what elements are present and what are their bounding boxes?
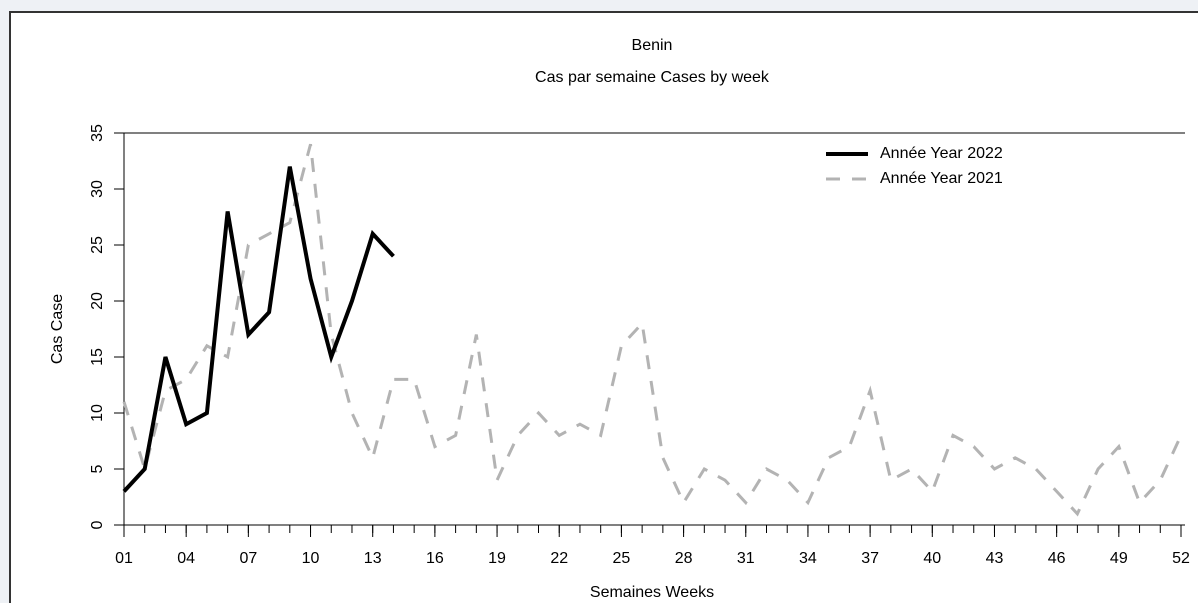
y-tick-label: 0 xyxy=(89,520,106,529)
y-tick-label: 10 xyxy=(89,404,106,422)
legend: Année Year 2022 Année Year 2021 xyxy=(826,145,1003,187)
y-tick-label: 20 xyxy=(89,292,106,310)
x-tick-label: 52 xyxy=(1172,550,1190,567)
x-tick-label: 01 xyxy=(115,550,133,567)
x-tick-label: 49 xyxy=(1110,550,1128,567)
x-tick-label: 31 xyxy=(737,550,755,567)
x-tick-label: 19 xyxy=(488,550,506,567)
x-tick-label: 13 xyxy=(364,550,382,567)
x-tick-label: 43 xyxy=(986,550,1004,567)
y-tick-label: 15 xyxy=(89,348,106,366)
x-tick-label: 22 xyxy=(550,550,568,567)
legend-label: Année Year 2022 xyxy=(880,145,1003,162)
frame xyxy=(9,11,1198,603)
x-tick-label: 37 xyxy=(861,550,879,567)
y-axis-label: Cas Case xyxy=(49,294,66,364)
line-series xyxy=(122,143,1183,517)
x-tick-label: 04 xyxy=(177,550,195,567)
chart-subtitle: Cas par semaine Cases by week xyxy=(535,69,770,86)
x-tick-label: 46 xyxy=(1048,550,1066,567)
y-tick-label: 30 xyxy=(89,180,106,198)
x-tick-label: 16 xyxy=(426,550,444,567)
x-axis-label: Semaines Weeks xyxy=(590,584,714,601)
x-tick-label: 28 xyxy=(675,550,693,567)
legend-label: Année Year 2021 xyxy=(880,170,1003,187)
y-tick-label: 35 xyxy=(89,124,106,142)
x-tick-label: 40 xyxy=(923,550,941,567)
x-tick-label: 34 xyxy=(799,550,817,567)
chart-title: Benin xyxy=(632,37,673,54)
x-tick-label: 25 xyxy=(613,550,631,567)
y-tick-label: 25 xyxy=(89,236,106,254)
x-tick-label: 07 xyxy=(239,550,257,567)
y-tick-label: 5 xyxy=(89,464,106,473)
line-series xyxy=(122,166,395,493)
x-tick-label: 10 xyxy=(302,550,320,567)
